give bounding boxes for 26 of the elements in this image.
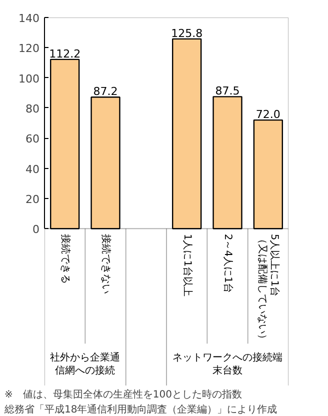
x-tick-label: 接続できる: [59, 234, 72, 284]
x-tick-label: 接続できない: [100, 234, 112, 294]
x-tick-label: 1人に1台以上: [181, 234, 194, 297]
y-tick-label: 100: [18, 72, 40, 86]
x-tick-label: 2～4人に1台: [222, 234, 234, 293]
y-tick-label: 20: [26, 192, 40, 206]
x-tick-label: 5人以上に1台（又は配備していない）: [256, 234, 281, 344]
text: ネットワークへの接続端末台数: [172, 352, 282, 376]
text: 総務省「平成18年通信利用動向調査（企業編）」により作成: [4, 404, 278, 416]
data-label: 125.8: [171, 26, 203, 40]
data-label: 72.0: [256, 108, 280, 122]
y-tick-label: 0: [32, 223, 40, 236]
data-label: 112.2: [49, 47, 81, 60]
y-tick-label: 120: [18, 42, 40, 56]
y-tick-label: 40: [26, 162, 40, 176]
y-tick-label: 140: [18, 12, 40, 25]
text: ※ 値は、母集団全体の生産性を100とした時の指数: [4, 388, 242, 400]
y-tick-label: 60: [26, 132, 40, 146]
bar: [90, 96, 120, 230]
bar: [212, 96, 242, 230]
text: 社外から企業通信網への接続: [50, 352, 120, 376]
bar: [253, 119, 283, 230]
bar: [172, 38, 202, 230]
y-tick-label: 80: [26, 102, 40, 116]
data-label: 87.2: [93, 85, 118, 98]
data-label: 87.5: [215, 84, 240, 98]
